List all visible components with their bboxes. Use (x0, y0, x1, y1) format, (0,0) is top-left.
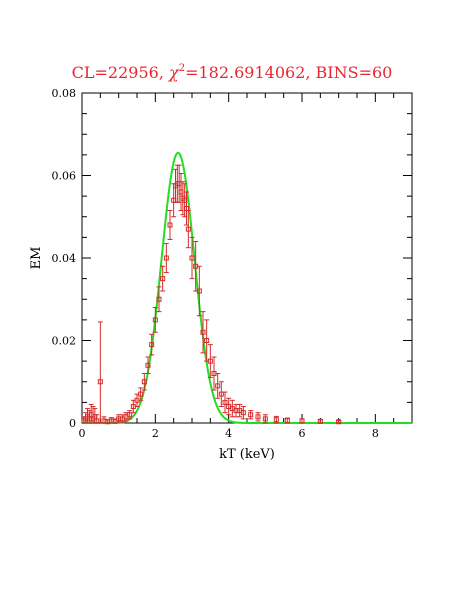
data-point (226, 397, 232, 416)
chart-title: CL=22956, χ2=182.6914062, BINS=60 (72, 63, 393, 82)
data-point (240, 406, 246, 420)
data-marker (163, 255, 169, 261)
data-marker (149, 342, 155, 348)
data-point (127, 410, 133, 420)
plot-frame (81, 92, 413, 424)
data-point (262, 414, 268, 424)
data-point (207, 344, 213, 379)
data-point (156, 286, 162, 313)
data-point (215, 373, 221, 399)
data-point (299, 418, 305, 424)
data-marker (204, 338, 210, 343)
chart-title-suffix: =182.6914062, BINS=60 (185, 63, 392, 82)
data-marker (94, 418, 100, 424)
data-point (145, 356, 151, 374)
y-tick-label: 0.06 (52, 170, 77, 183)
data-marker (207, 358, 213, 364)
data-point (222, 391, 228, 414)
data-marker (273, 417, 279, 423)
data-marker (317, 418, 323, 424)
x-tick-label: 2 (152, 427, 159, 440)
model-curve-group (82, 151, 412, 424)
data-marker (262, 416, 268, 422)
y-tick-label: 0.02 (52, 335, 77, 348)
y-axis-label: EM (29, 247, 44, 270)
data-marker (160, 276, 166, 282)
data-point (211, 356, 217, 391)
x-tick-label: 4 (225, 427, 232, 440)
x-tick-label: 8 (372, 427, 379, 440)
data-marker (145, 362, 151, 368)
y-tick-label: 0.04 (52, 252, 77, 265)
data-point (167, 210, 173, 240)
y-tick-label: 0 (69, 417, 76, 430)
data-point (152, 307, 158, 333)
data-point (108, 417, 114, 424)
data-marker (152, 317, 158, 323)
x-tick-label: 0 (79, 427, 86, 440)
data-marker (240, 410, 246, 416)
data-point (218, 381, 224, 407)
data-marker (215, 383, 221, 389)
data-point (163, 243, 169, 273)
data-marker (218, 391, 224, 397)
data-marker (97, 379, 103, 385)
chart-title-chi: χ (168, 63, 180, 82)
data-point (185, 210, 191, 249)
data-point (336, 419, 342, 425)
data-point (204, 319, 210, 362)
data-marker (248, 412, 254, 418)
x-axis-label: kT (keV) (219, 447, 275, 462)
data-marker (141, 379, 147, 385)
model-curve (82, 151, 412, 424)
data-marker (336, 419, 342, 425)
data-marker (200, 329, 206, 335)
axis-ticks (81, 92, 413, 424)
data-marker (189, 255, 195, 261)
data-marker (127, 412, 133, 418)
data-points-group (81, 164, 342, 425)
data-marker (185, 226, 191, 232)
data-marker (299, 418, 305, 424)
x-tick-label: 6 (299, 427, 306, 440)
data-point (273, 415, 279, 424)
data-point (317, 418, 323, 424)
data-point (284, 417, 290, 424)
chart-title-prefix: CL=22956, (72, 63, 169, 82)
data-marker (222, 399, 228, 405)
data-marker (167, 222, 173, 228)
data-point (189, 236, 195, 280)
data-marker (255, 414, 261, 420)
data-marker (156, 296, 162, 302)
tick-labels-group: 0 2 4 6 8 0 0.02 0.04 0.06 0.08 (52, 87, 379, 440)
data-point (138, 387, 144, 401)
data-marker (284, 418, 290, 424)
data-point (149, 333, 155, 356)
data-point (255, 412, 261, 422)
data-marker (138, 391, 144, 397)
data-point (237, 403, 243, 418)
data-point (160, 265, 166, 292)
data-marker (196, 288, 202, 294)
y-tick-label: 0.08 (52, 87, 77, 100)
data-point (196, 265, 202, 317)
data-point (97, 321, 103, 424)
chart-title-sup: 2 (179, 63, 185, 74)
data-point (200, 311, 206, 354)
data-point (248, 410, 254, 420)
